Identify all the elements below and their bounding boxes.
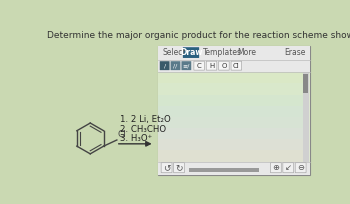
- Bar: [189, 169, 259, 172]
- FancyBboxPatch shape: [271, 163, 281, 173]
- FancyBboxPatch shape: [174, 163, 184, 173]
- Text: ↺: ↺: [163, 163, 170, 172]
- FancyBboxPatch shape: [295, 163, 306, 173]
- Bar: [159, 46, 309, 175]
- Text: C: C: [197, 63, 202, 69]
- Bar: [159, 162, 309, 175]
- Text: H: H: [209, 63, 214, 69]
- Bar: [159, 46, 309, 60]
- Text: Cl: Cl: [233, 63, 240, 69]
- Text: O: O: [221, 63, 227, 69]
- Bar: [159, 83, 303, 94]
- FancyBboxPatch shape: [206, 61, 217, 70]
- Text: 1. 2 Li, Et₂O: 1. 2 Li, Et₂O: [120, 115, 170, 124]
- Text: Draw: Draw: [180, 49, 202, 58]
- Bar: [159, 128, 303, 139]
- Text: ⊖: ⊖: [297, 163, 304, 172]
- FancyBboxPatch shape: [170, 61, 180, 70]
- Text: ≡/: ≡/: [183, 63, 190, 68]
- FancyBboxPatch shape: [283, 163, 294, 173]
- Text: 2. CH₃CHO: 2. CH₃CHO: [120, 125, 166, 134]
- Bar: [303, 74, 308, 93]
- FancyBboxPatch shape: [183, 47, 199, 58]
- Bar: [159, 72, 303, 162]
- Text: Determine the major organic product for the reaction scheme shown.: Determine the major organic product for …: [47, 31, 350, 40]
- Bar: [159, 60, 309, 72]
- FancyBboxPatch shape: [181, 61, 191, 70]
- Text: Select: Select: [162, 49, 186, 58]
- Bar: [159, 72, 303, 83]
- FancyBboxPatch shape: [219, 61, 229, 70]
- Text: Erase: Erase: [284, 49, 306, 58]
- FancyBboxPatch shape: [231, 61, 241, 70]
- Bar: [159, 150, 303, 162]
- Text: ↙: ↙: [285, 163, 292, 172]
- Text: /: /: [163, 63, 166, 68]
- FancyBboxPatch shape: [194, 61, 204, 70]
- Text: Templates: Templates: [203, 49, 243, 58]
- Text: 3. H₃O⁺: 3. H₃O⁺: [120, 134, 152, 143]
- FancyBboxPatch shape: [160, 61, 169, 70]
- Text: //: //: [173, 63, 177, 68]
- FancyBboxPatch shape: [161, 163, 172, 173]
- Bar: [159, 94, 303, 106]
- Text: ⊕: ⊕: [272, 163, 279, 172]
- Text: ↻: ↻: [175, 163, 183, 172]
- Bar: [159, 139, 303, 150]
- Text: Cl: Cl: [118, 130, 126, 139]
- Text: More: More: [238, 49, 257, 58]
- Bar: [159, 106, 303, 117]
- Bar: [159, 117, 303, 128]
- Bar: [303, 72, 309, 162]
